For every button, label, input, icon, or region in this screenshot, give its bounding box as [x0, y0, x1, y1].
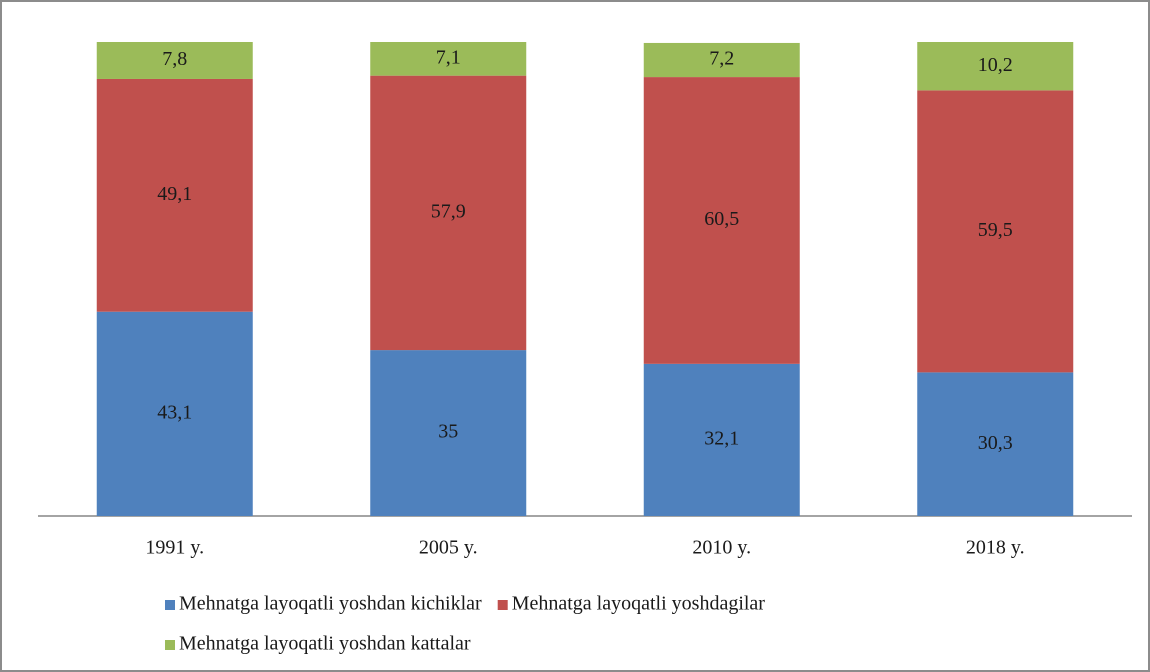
- bar-segment: [96, 78, 253, 312]
- x-tick-label: 2005 y.: [419, 537, 478, 559]
- data-label: 32,1: [704, 428, 739, 450]
- data-label: 10,2: [978, 54, 1013, 76]
- legend-swatch: [165, 600, 175, 610]
- bar-segment: [370, 75, 527, 351]
- legend: Mehnatga layoqatli yoshdan kichiklar Mehn…: [165, 593, 765, 655]
- x-tick-label: 2018 y.: [966, 537, 1025, 559]
- bar-segment: [917, 90, 1074, 373]
- data-label: 30,3: [978, 432, 1013, 454]
- legend-swatch: [497, 600, 508, 610]
- bar-segment: [917, 372, 1074, 516]
- x-tick-label: 2010 y.: [692, 537, 751, 559]
- data-label: 43,1: [157, 401, 192, 423]
- bar-segment: [643, 363, 800, 516]
- data-label: 60,5: [704, 208, 739, 230]
- bar-segment: [917, 42, 1074, 91]
- bar-segment: [370, 350, 527, 516]
- data-label: 57,9: [431, 200, 466, 222]
- data-label: 7,8: [162, 48, 187, 70]
- legend-label: Mehnatga layoqatli yoshdan kattalar: [179, 633, 471, 655]
- bar-segment: [96, 311, 253, 516]
- data-label: 35: [438, 421, 458, 443]
- bar-segment: [96, 42, 253, 79]
- legend-swatch: [165, 640, 175, 650]
- data-label: 7,2: [709, 48, 734, 70]
- legend-label: Mehnatga layoqatli yoshdagilar: [512, 593, 766, 615]
- data-label: 7,1: [436, 46, 461, 68]
- data-label: 49,1: [157, 183, 192, 205]
- data-label: 59,5: [978, 219, 1013, 241]
- bar-segment: [370, 42, 527, 76]
- bar-segment: [643, 77, 800, 364]
- legend-label: Mehnatga layoqatli yoshdan kichiklar: [179, 593, 482, 615]
- x-tick-label: 1991 y.: [145, 537, 204, 559]
- bar-segment: [643, 42, 800, 78]
